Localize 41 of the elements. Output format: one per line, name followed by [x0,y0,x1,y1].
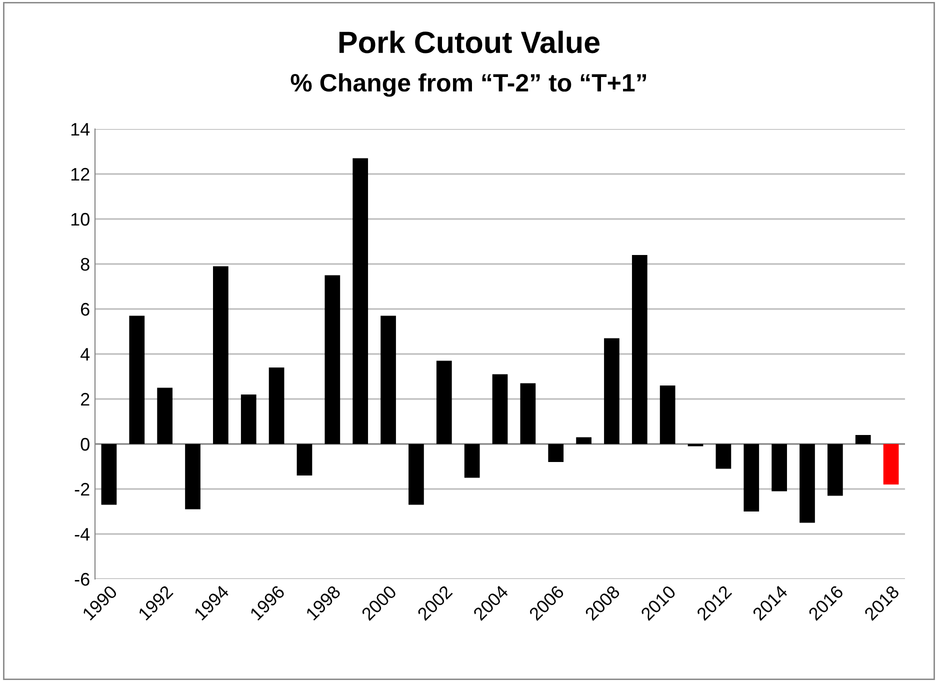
bar [604,338,620,444]
y-tick-label: 4 [80,348,90,361]
bar [464,444,480,478]
y-tick-label: 2 [81,392,90,406]
y-tick-label: 6 [81,302,90,316]
bar [827,444,843,496]
bar [883,444,899,484]
chart-subtitle: % Change from “T-2” to “T+1” [290,73,646,97]
bar [296,444,312,476]
y-tick-label: 8 [80,258,90,271]
bar [213,266,228,444]
y-tick-label: 0 [80,438,90,451]
chart-title: Pork Cutout Value [339,30,600,54]
bar [548,444,564,462]
bar [492,374,508,444]
bar [660,386,676,444]
bar [408,444,424,505]
y-tick-label: -2 [74,482,90,496]
bar [101,444,117,505]
bar [855,435,871,444]
bar [436,360,452,444]
bar [632,255,648,444]
bar [716,444,732,469]
y-tick-label: -4 [74,528,90,541]
bar [772,444,787,492]
bar [185,444,200,510]
y-tick-label: -6 [74,572,90,586]
bar [352,158,368,444]
bar [576,437,592,444]
bar [268,368,284,444]
bar [744,444,760,512]
bar [380,316,396,444]
bar [129,316,145,444]
bar [157,388,173,444]
bar [240,394,256,444]
y-tick-label: 10 [71,212,90,226]
bar [324,275,340,444]
y-tick-label: 12 [71,168,90,181]
bar [520,383,536,444]
y-tick-label: 14 [71,123,90,136]
bar [800,444,815,523]
